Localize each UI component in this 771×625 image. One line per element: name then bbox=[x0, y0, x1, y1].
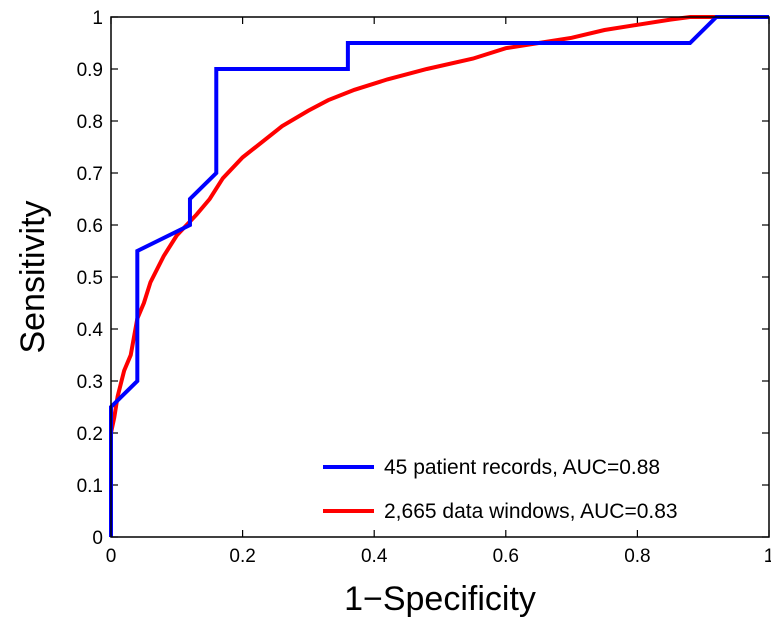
series-line-1 bbox=[109, 15, 769, 537]
tick-labels: 0 0.2 0.4 0.6 0.8 1 0 0.1 0.2 0.3 0.4 0.5 0.6 0.7 0.8 0… bbox=[77, 8, 771, 567]
legend-label-series-2: 2,665 data windows, AUC=0.83 bbox=[384, 500, 678, 523]
y-tick-label: 0.7 bbox=[77, 164, 103, 185]
y-tick-label: 0.2 bbox=[77, 424, 103, 445]
y-tick-label: 0.1 bbox=[77, 476, 103, 497]
x-tick-label: 0.6 bbox=[493, 546, 519, 567]
y-tick-label: 0.5 bbox=[77, 268, 103, 289]
series-layer bbox=[109, 15, 769, 537]
y-axis-title: Sensitivity bbox=[14, 200, 52, 353]
legend: 45 patient records, AUC=0.88 2,665 data … bbox=[323, 456, 678, 523]
x-tick-label: 0.2 bbox=[229, 546, 255, 567]
x-axis-title: 1−Specificity bbox=[344, 580, 536, 618]
y-tick-label: 1 bbox=[92, 8, 103, 29]
y-tick-label: 0.8 bbox=[77, 112, 103, 133]
y-tick-label: 0.3 bbox=[77, 372, 103, 393]
plot-frame bbox=[110, 16, 770, 538]
x-tick-label: 0 bbox=[106, 546, 117, 567]
x-tick-label: 0.8 bbox=[624, 546, 650, 567]
x-tick-label: 1 bbox=[764, 546, 771, 567]
y-tick-label: 0 bbox=[92, 528, 103, 549]
y-tick-label: 0.4 bbox=[77, 320, 104, 341]
legend-label-series-1: 45 patient records, AUC=0.88 bbox=[384, 456, 660, 479]
x-tick-label: 0.4 bbox=[361, 546, 388, 567]
y-tick-label: 0.6 bbox=[77, 216, 103, 237]
y-tick-label: 0.9 bbox=[77, 60, 103, 81]
